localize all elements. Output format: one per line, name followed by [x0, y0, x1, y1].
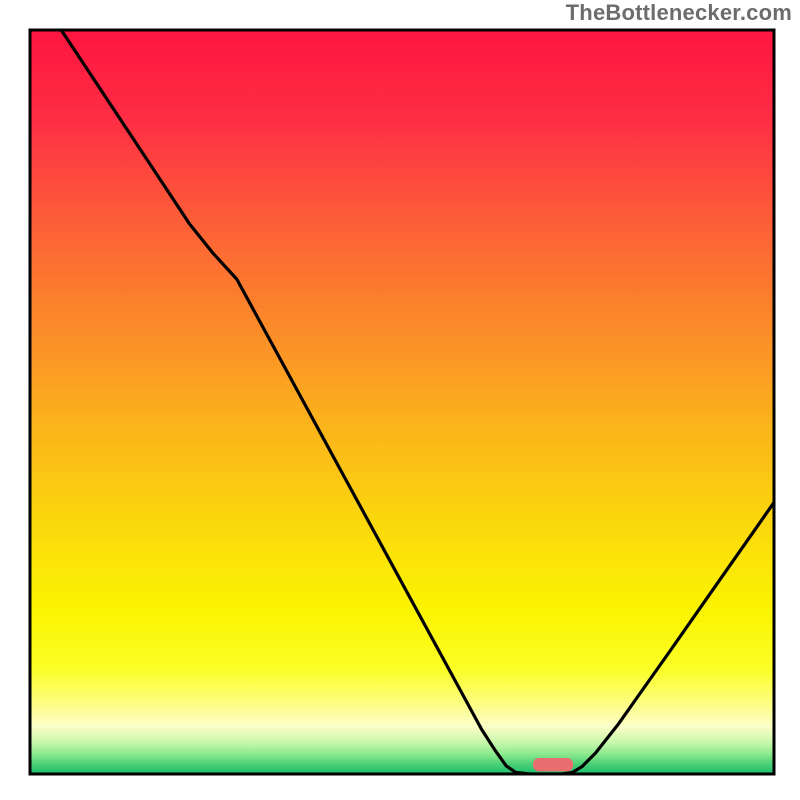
bottom-marker [533, 758, 573, 771]
bottleneck-chart: TheBottlenecker.com [0, 0, 800, 800]
chart-svg [0, 0, 800, 800]
